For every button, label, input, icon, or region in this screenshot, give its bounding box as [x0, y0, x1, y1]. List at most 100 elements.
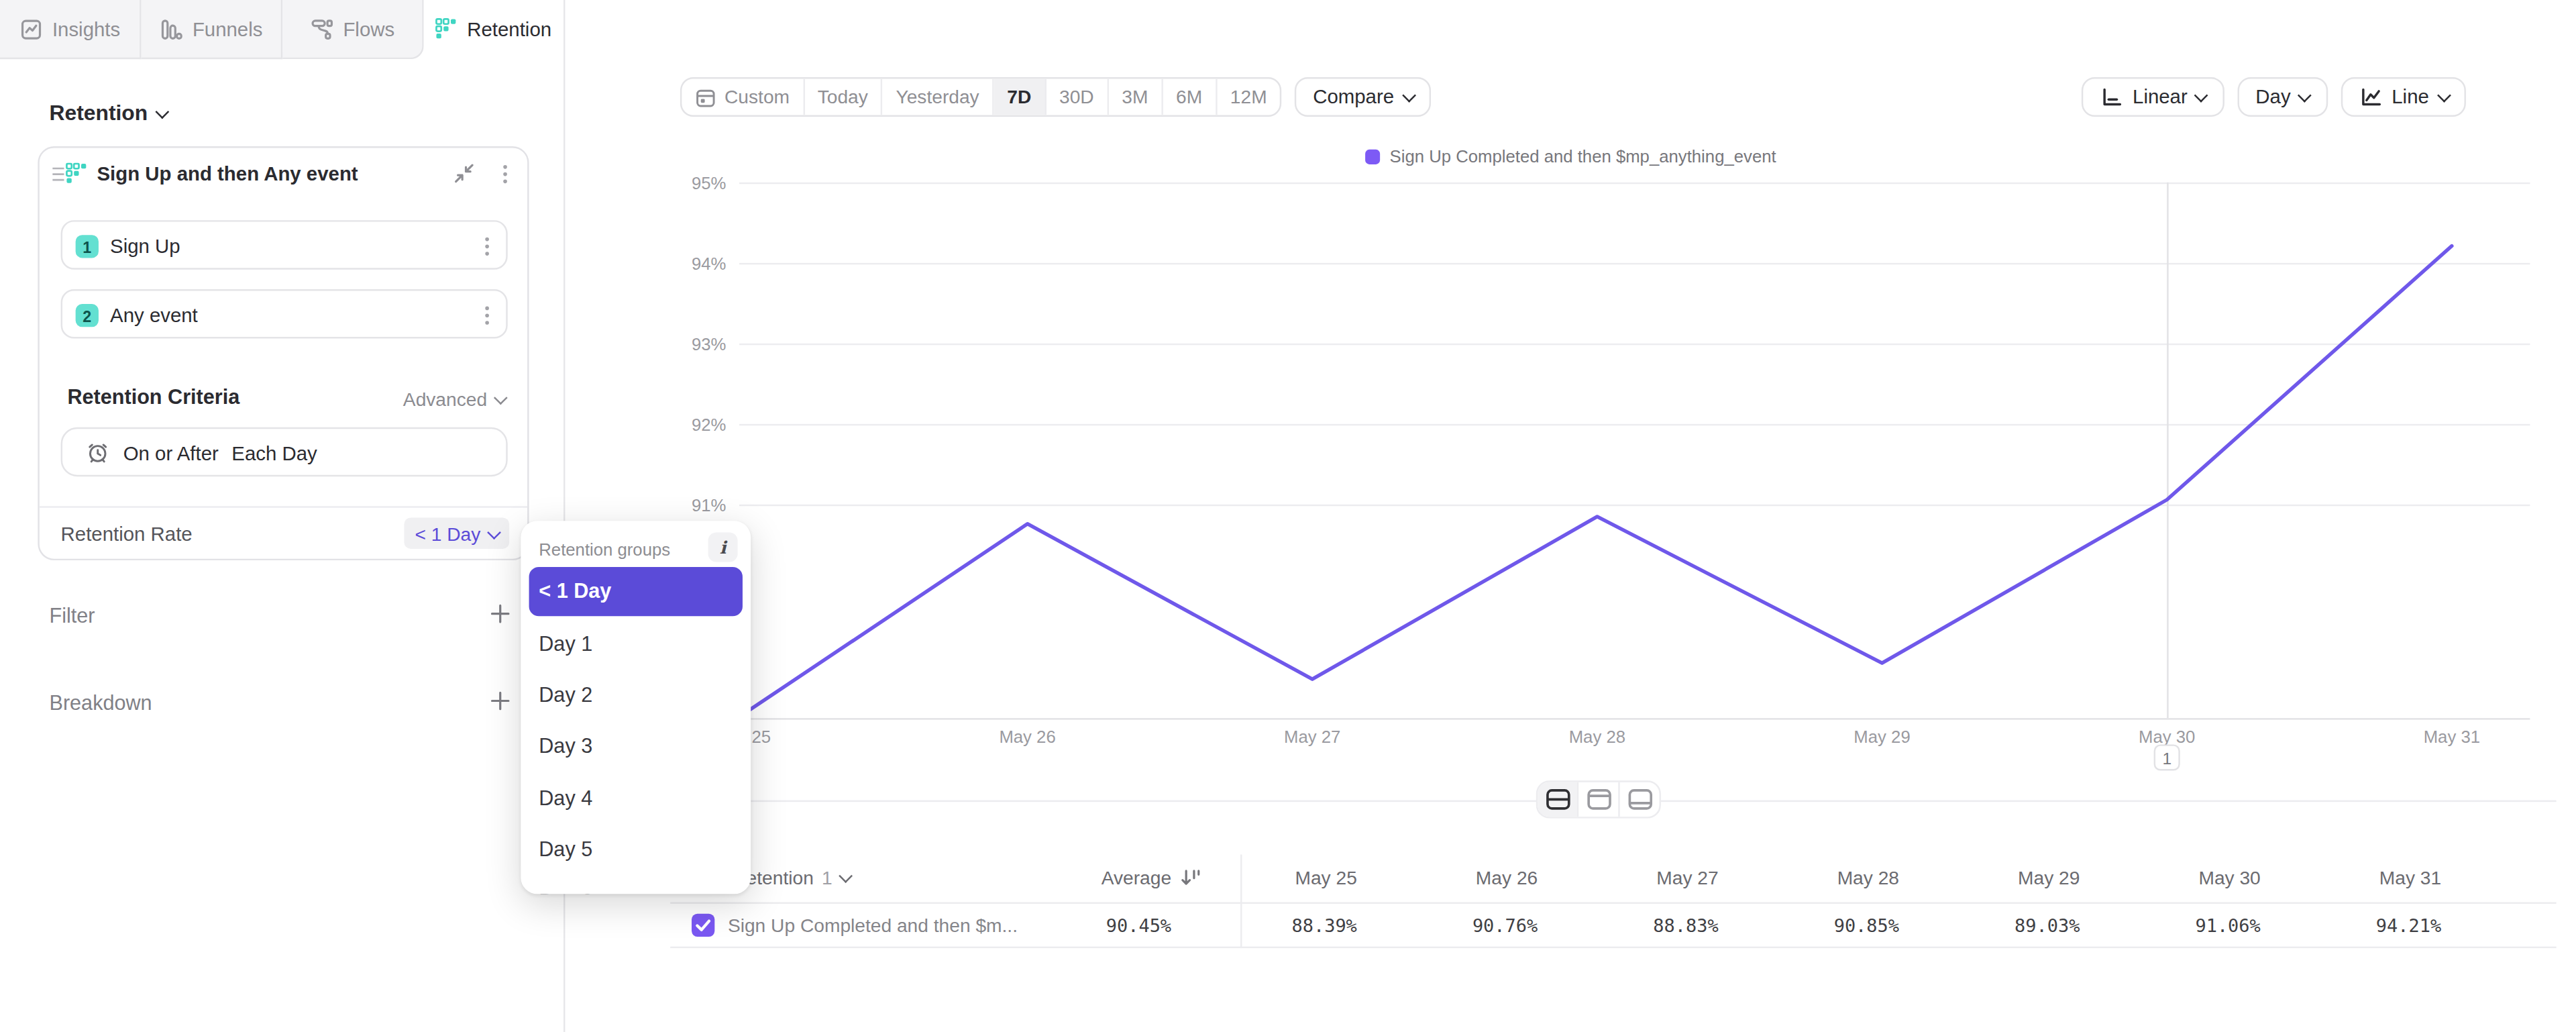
x-axis-label: May 30	[2139, 726, 2195, 745]
range-label: 6M	[1176, 87, 1202, 107]
column-header-date[interactable]: May 30	[2198, 868, 2260, 887]
advanced-label: Advanced	[403, 389, 487, 409]
retention-icon	[436, 18, 458, 40]
x-axis-label: May 26	[999, 726, 1055, 745]
column-header-date[interactable]: May 28	[1837, 868, 1899, 887]
retention-report-app: Insights Funnels Flows Retention Retenti…	[0, 0, 2576, 1032]
table-row[interactable]: Sign Up Completed and then $m... 90.45% …	[670, 904, 2556, 948]
retention-group-option[interactable]: Day 6	[521, 876, 751, 894]
cell-value: 88.83%	[1653, 915, 1718, 937]
range-button-today[interactable]: Today	[804, 79, 883, 115]
retention-group-option[interactable]: Day 4	[521, 772, 751, 824]
retention-rate-dropdown[interactable]: < 1 Day	[403, 517, 509, 549]
range-button-custom[interactable]: Custom	[682, 79, 804, 115]
tab-insights[interactable]: Insights	[0, 0, 142, 59]
column-header-date[interactable]: May 27	[1656, 868, 1718, 887]
cell-value: 94.21%	[2376, 915, 2441, 937]
range-button-30d[interactable]: 30D	[1046, 79, 1108, 115]
sidebar: Insights Funnels Flows Retention Retenti…	[0, 0, 565, 1032]
range-label: 7D	[1007, 87, 1031, 107]
chevron-down-icon	[487, 525, 500, 538]
retention-group-option[interactable]: Day 3	[521, 721, 751, 773]
line-chart-icon	[2359, 85, 2381, 108]
chevron-down-icon	[156, 105, 168, 117]
column-header-average[interactable]: Average	[1102, 868, 1171, 887]
linear-scale-icon	[2100, 85, 2123, 108]
add-breakdown-icon[interactable]	[490, 690, 511, 712]
legend-swatch	[1365, 149, 1380, 164]
kebab-menu-icon[interactable]	[484, 237, 489, 256]
date-range-segmented-control: CustomToday Yesterday 7D 30D 3M 6M 12M	[680, 77, 1282, 117]
gridline	[739, 344, 2530, 345]
layout-split-button[interactable]	[1538, 782, 1578, 817]
step-row-1[interactable]: 1 Sign Up	[61, 220, 508, 269]
retention-group-option[interactable]: Day 5	[521, 824, 751, 876]
alarm-clock-icon	[85, 440, 110, 465]
today-gridline	[2167, 183, 2168, 718]
chevron-down-icon	[2299, 89, 2312, 102]
column-header-date[interactable]: May 26	[1476, 868, 1538, 887]
step-row-2[interactable]: 2 Any event	[61, 289, 508, 338]
advanced-dropdown[interactable]: Advanced	[403, 389, 504, 409]
x-axis-line	[739, 718, 2530, 719]
range-button-12m[interactable]: 12M	[1217, 79, 1280, 115]
tab-label: Flows	[343, 17, 394, 40]
scale-dropdown[interactable]: Linear	[2082, 77, 2224, 117]
chart-type-dropdown[interactable]: Line	[2341, 77, 2466, 117]
layout-toggle-group	[1536, 780, 1661, 818]
cell-value: 89.03%	[2015, 915, 2080, 937]
retention-groups-dropdown: Retention groups i < 1 DayDay 1Day 2Day …	[521, 521, 751, 894]
column-header-date[interactable]: May 31	[2379, 868, 2441, 887]
column-header-date[interactable]: May 25	[1295, 868, 1356, 887]
report-type-selector[interactable]: Retention	[49, 100, 166, 125]
column-header-date[interactable]: May 29	[2018, 868, 2080, 887]
condition-operator: On or After	[123, 442, 219, 465]
step-number-badge: 2	[76, 304, 99, 327]
chevron-down-icon	[839, 870, 851, 882]
tab-funnels[interactable]: Funnels	[142, 0, 283, 59]
query-title: Sign Up and then Any event	[97, 162, 358, 185]
range-button-6m[interactable]: 6M	[1163, 79, 1217, 115]
dropdown-header: Retention groups	[539, 539, 670, 558]
criteria-condition-box[interactable]: On or After Each Day	[61, 427, 508, 476]
retention-line-series	[743, 246, 2452, 715]
range-button-3m[interactable]: 3M	[1109, 79, 1163, 115]
cell-average: 90.45%	[1106, 915, 1171, 937]
tab-label: Funnels	[193, 17, 263, 40]
dropdown-options: < 1 DayDay 1Day 2Day 3Day 4Day 5Day 6	[521, 567, 751, 894]
row-checkbox[interactable]	[692, 914, 714, 937]
kebab-menu-icon[interactable]	[502, 164, 507, 184]
tab-label: Insights	[52, 17, 120, 40]
sort-descending-icon[interactable]	[1179, 868, 1201, 887]
range-label: Yesterday	[896, 87, 979, 107]
legend-label: Sign Up Completed and then $mp_anything_…	[1390, 146, 1776, 166]
chart-type-label: Line	[2392, 85, 2429, 108]
add-filter-icon[interactable]	[490, 603, 511, 625]
granularity-dropdown[interactable]: Day	[2237, 77, 2327, 117]
retention-group-option[interactable]: Day 2	[521, 670, 751, 721]
range-button-7d[interactable]: 7D	[994, 79, 1046, 115]
retention-group-option-selected[interactable]: < 1 Day	[529, 567, 743, 616]
cell-value: 90.85%	[1834, 915, 1899, 937]
collapse-icon[interactable]	[453, 162, 475, 184]
compare-button[interactable]: Compare	[1295, 77, 1431, 117]
range-label: 3M	[1122, 87, 1148, 107]
x-axis-label: May 28	[1569, 726, 1625, 745]
tab-flows[interactable]: Flows	[282, 0, 424, 59]
y-axis-label: 91%	[663, 495, 726, 514]
layout-split-icon	[1545, 789, 1570, 811]
y-axis-label: 95%	[663, 172, 726, 192]
range-label: 12M	[1230, 87, 1267, 107]
kebab-menu-icon[interactable]	[484, 306, 489, 325]
drag-handle-icon[interactable]	[51, 166, 66, 182]
toolbar-left: CustomToday Yesterday 7D 30D 3M 6M 12M Compare	[680, 77, 1431, 117]
insights-icon	[19, 17, 42, 40]
info-icon[interactable]: i	[708, 532, 738, 562]
row-series-label: Sign Up Completed and then $m...	[728, 915, 1018, 935]
layout-table-button[interactable]	[1620, 782, 1660, 817]
layout-chart-button[interactable]	[1578, 782, 1619, 817]
retention-rate-value: < 1 Day	[415, 523, 480, 543]
range-button-yesterday[interactable]: Yesterday	[883, 79, 994, 115]
tab-retention[interactable]: Retention	[424, 0, 564, 59]
retention-group-option[interactable]: Day 1	[521, 618, 751, 670]
